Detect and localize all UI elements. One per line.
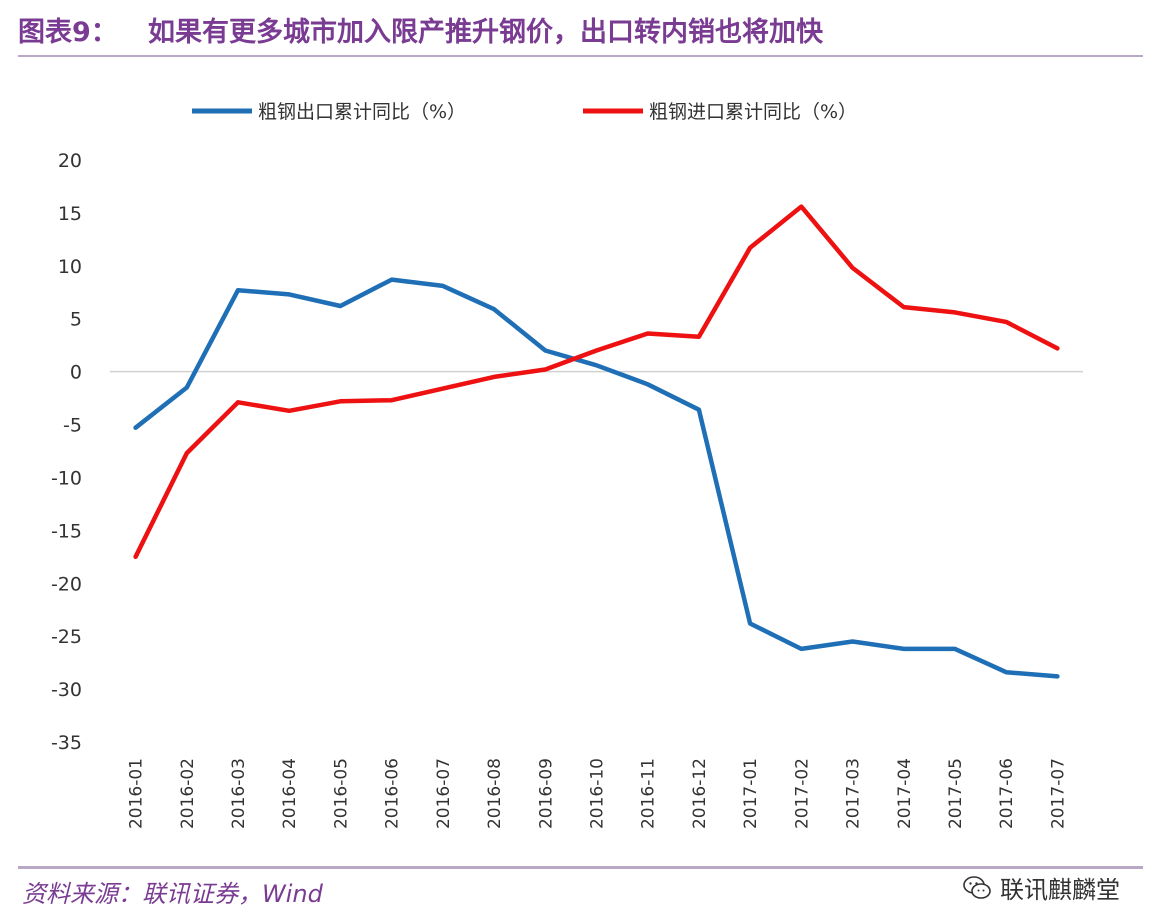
y-tick-label: 5 bbox=[70, 309, 82, 331]
y-tick-label: -10 bbox=[51, 467, 82, 489]
y-tick-label: -35 bbox=[51, 732, 82, 754]
y-tick-label: -15 bbox=[51, 520, 82, 542]
x-tick-label: 2016-04 bbox=[280, 758, 300, 829]
x-tick-label: 2016-06 bbox=[383, 758, 403, 829]
y-tick-label: -25 bbox=[51, 626, 82, 648]
watermark: 联讯麒麟堂 bbox=[962, 870, 1120, 905]
y-tick-label: 10 bbox=[58, 256, 82, 278]
y-tick-label: 15 bbox=[58, 203, 82, 225]
x-tick-label: 2016-09 bbox=[536, 758, 556, 829]
x-tick-label: 2017-05 bbox=[946, 758, 966, 829]
x-tick-label: 2016-05 bbox=[331, 758, 351, 829]
legend-label: 粗钢进口累计同比（%） bbox=[649, 101, 857, 123]
x-tick-label: 2017-04 bbox=[895, 758, 915, 829]
x-tick-label: 2016-08 bbox=[485, 758, 505, 829]
title-divider bbox=[18, 55, 1143, 57]
x-tick-label: 2016-11 bbox=[639, 758, 659, 829]
figure-number: 图表9： bbox=[18, 17, 118, 48]
y-tick-label: -20 bbox=[51, 573, 82, 595]
x-tick-label: 2016-01 bbox=[127, 758, 147, 829]
x-tick-label: 2016-02 bbox=[178, 758, 198, 829]
x-tick-label: 2017-01 bbox=[741, 758, 761, 829]
figure-title: 如果有更多城市加入限产推升钢价，出口转内销也将加快 bbox=[148, 17, 823, 48]
footer-divider bbox=[18, 866, 1143, 869]
series-group bbox=[133, 204, 1060, 679]
y-tick-label: -5 bbox=[63, 415, 82, 437]
x-tick-label: 2017-02 bbox=[792, 758, 812, 829]
x-tick-label: 2016-03 bbox=[229, 758, 249, 829]
y-axis: 20 15 10 5 0 -5 -10 -15 -20 -25 -30 -35 bbox=[51, 150, 82, 754]
x-tick-label: 2017-03 bbox=[844, 758, 864, 829]
watermark-text: 联讯麒麟堂 bbox=[1000, 876, 1120, 904]
import-series-line bbox=[133, 204, 1060, 560]
y-tick-label: 0 bbox=[70, 362, 82, 384]
y-tick-label: 20 bbox=[58, 150, 82, 172]
export-series-line bbox=[133, 277, 1060, 679]
x-tick-label: 2016-07 bbox=[434, 758, 454, 829]
x-tick-label: 2017-07 bbox=[1048, 758, 1068, 829]
x-tick-label: 2016-10 bbox=[588, 758, 608, 829]
figure-header: 图表9： 如果有更多城市加入限产推升钢价，出口转内销也将加快 bbox=[18, 10, 1148, 56]
source-note: 资料来源：联讯证券，Wind bbox=[22, 880, 323, 908]
wechat-icon bbox=[963, 875, 991, 899]
x-tick-label: 2017-06 bbox=[997, 758, 1017, 829]
x-axis: 2016-01 2016-02 2016-03 2016-04 2016-05 2016-… bbox=[127, 758, 1069, 829]
chart-legend: 粗钢出口累计同比（%） 粗钢进口累计同比（%） bbox=[192, 101, 857, 123]
legend-label: 粗钢出口累计同比（%） bbox=[258, 101, 466, 123]
x-tick-label: 2016-12 bbox=[690, 758, 710, 829]
y-tick-label: -30 bbox=[51, 679, 82, 701]
line-chart: 粗钢出口累计同比（%） 粗钢进口累计同比（%） 20 15 10 5 0 -5 -10 -15 -… bbox=[51, 101, 1083, 829]
